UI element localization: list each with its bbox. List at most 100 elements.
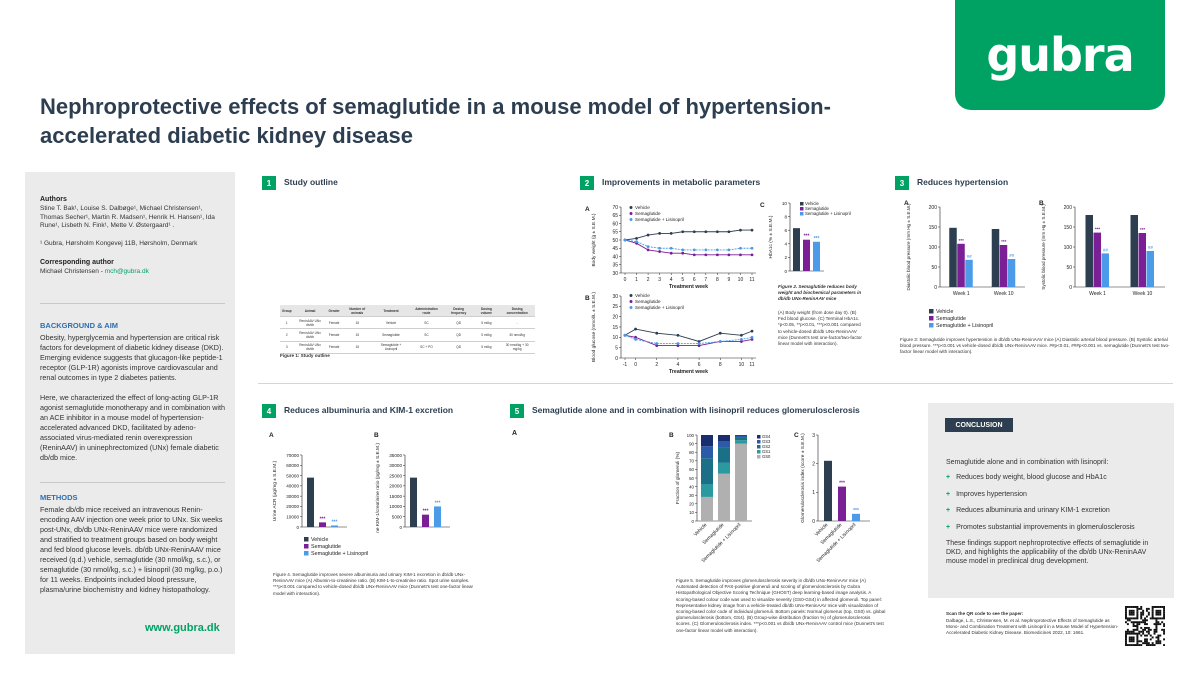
table-cell: 5 ml/kg <box>473 328 500 342</box>
data-point <box>646 233 650 237</box>
qr-module <box>1134 625 1137 628</box>
conclusion-list: + Reduces body weight, blood glucose and … <box>946 473 1168 539</box>
significance-label: *** <box>332 519 338 525</box>
y-tick-label: 50 <box>612 238 618 244</box>
qr-module <box>1157 640 1160 643</box>
significance-label: *** <box>814 236 820 242</box>
qr-module <box>1125 606 1127 608</box>
stacked-bar-segment <box>718 435 730 442</box>
legend-label: Semaglutide + Lisinopril <box>805 211 851 216</box>
systolic-bp-chart: 0 50 100 150 200 Systolic blood pressure (mm … <box>1039 200 1165 297</box>
y-tick-label: 30000 <box>389 463 402 468</box>
qr-module <box>1145 640 1148 643</box>
qr-module <box>1147 613 1150 616</box>
qr-module <box>1155 606 1158 608</box>
qr-module <box>1155 636 1158 639</box>
qr-module <box>1144 619 1147 622</box>
data-point <box>692 230 696 234</box>
table-cell: 1 <box>280 316 294 330</box>
legend-marker <box>629 212 633 215</box>
series-line <box>624 328 753 342</box>
y-tick-label: 0 <box>399 525 402 530</box>
qr-module <box>1157 623 1160 626</box>
poster-title: Nephroprotective effects of semaglutide … <box>40 94 831 148</box>
qr-module <box>1134 621 1137 624</box>
qr-module <box>1140 611 1143 614</box>
table-cell: 5 ml/kg <box>473 316 500 330</box>
stacked-bar-segment <box>701 446 713 459</box>
qr-module <box>1159 640 1162 643</box>
qr-module <box>1159 642 1162 645</box>
table-cell: QD <box>443 341 474 354</box>
x-tick-label: 8 <box>719 362 722 368</box>
qr-module <box>1126 623 1129 626</box>
website-link[interactable]: www.gubra.dk <box>145 622 220 634</box>
background-heading: BACKGROUND & AIM <box>40 321 119 330</box>
qr-module <box>1136 625 1139 628</box>
y-tick-label: 0 <box>615 356 618 362</box>
qr-module <box>1155 617 1158 620</box>
table-cell: Female <box>326 341 342 354</box>
background-paragraph-2: Here, we characterized the effect of lon… <box>40 393 225 462</box>
qr-module <box>1125 632 1127 635</box>
left-panel <box>25 172 235 654</box>
qr-module <box>1157 638 1160 641</box>
y-tick-label: 100 <box>1064 245 1073 251</box>
y-tick-label: 70 <box>689 459 694 464</box>
significance-label: ## <box>1103 247 1108 252</box>
y-tick-label: 2 <box>812 461 815 467</box>
section-divider <box>258 383 1173 384</box>
bar <box>838 486 846 521</box>
plus-icon: + <box>946 474 951 481</box>
legend-swatch <box>757 445 761 449</box>
y-tick-label: 90 <box>689 441 694 446</box>
y-tick-label: 30 <box>689 493 694 498</box>
qr-module <box>1128 644 1131 646</box>
significance-label: *** <box>804 234 810 240</box>
series-line <box>624 239 752 251</box>
qr-module <box>1145 638 1148 641</box>
qr-code-icon[interactable] <box>1125 606 1165 646</box>
data-point <box>715 230 719 234</box>
legend-label: Semaglutide <box>936 316 966 322</box>
stacked-bar-segment <box>735 435 747 436</box>
bar <box>1146 251 1154 287</box>
table-cell: SC <box>409 328 444 342</box>
bar <box>824 460 832 521</box>
qr-module <box>1138 640 1141 643</box>
stacked-bar-segment <box>718 441 730 448</box>
corresponding-name: Michael Christensen - <box>40 268 105 275</box>
legend-swatch <box>757 450 761 454</box>
qr-module <box>1157 617 1160 620</box>
data-point <box>676 333 680 337</box>
y-tick-label: 200 <box>929 205 938 211</box>
qr-module <box>1130 609 1133 612</box>
y-tick-label: 50 <box>931 265 937 271</box>
qr-module <box>1132 628 1135 631</box>
qr-module <box>1159 623 1162 626</box>
y-tick-label: 60 <box>612 221 618 227</box>
qr-module <box>1140 634 1143 637</box>
y-tick-label: 70 <box>612 205 618 211</box>
section-number: 4 <box>262 404 276 418</box>
kim1-chart: 0 5000 10000 15000 20000 25000 30000 35000 Urine… <box>374 432 450 533</box>
qr-module <box>1145 630 1148 633</box>
y-tick-label: 1 <box>812 490 815 496</box>
data-point <box>697 342 701 345</box>
qr-module <box>1128 632 1131 635</box>
qr-module <box>1134 644 1137 646</box>
legend-label: Semaglutide <box>805 206 829 211</box>
bar <box>331 525 338 527</box>
qr-module <box>1138 621 1141 624</box>
panel-letter: C <box>794 432 799 439</box>
section-title-hypertension: Reduces hypertension <box>917 177 1009 187</box>
qr-citation: Dalbøge, L.S., Christensen, M. et al. Ne… <box>946 618 1119 636</box>
table-header-cell: Dosing frequency <box>443 305 474 318</box>
qr-module <box>1128 611 1131 614</box>
data-point <box>697 340 701 343</box>
qr-module <box>1138 623 1141 626</box>
corresponding-email[interactable]: mch@gubra.dk <box>104 268 149 275</box>
y-tick-label: 0 <box>692 519 695 524</box>
